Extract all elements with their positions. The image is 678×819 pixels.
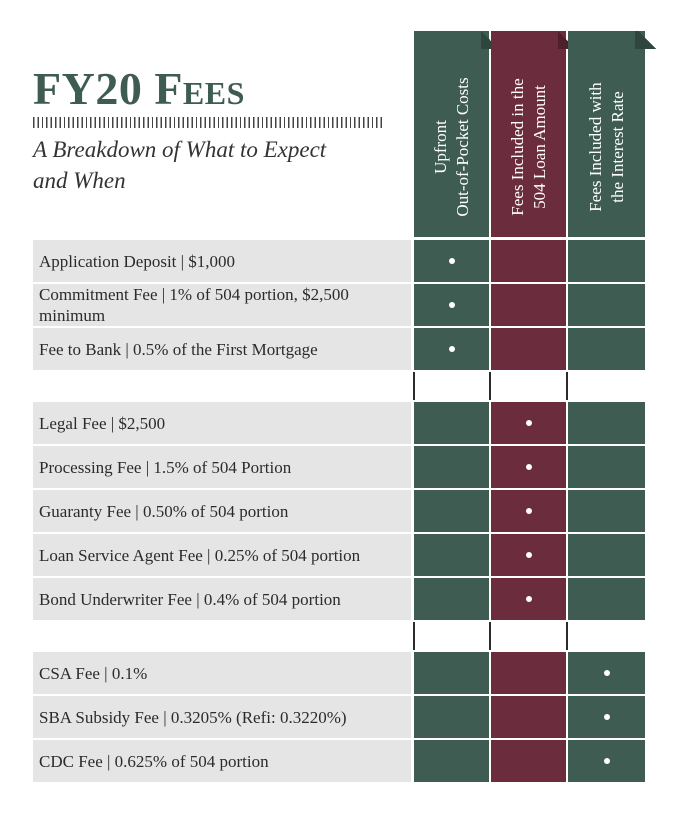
fee-cell [414,652,489,694]
column-header-upfront: Upfront Out-of-Pocket Costs [414,31,499,237]
column-divider [566,372,568,400]
fee-cell [568,490,645,532]
fee-cell [568,446,645,488]
fee-label: Guaranty Fee | 0.50% of 504 portion [33,490,411,532]
fee-label: Fee to Bank | 0.5% of the First Mortgage [33,328,411,370]
fee-row: Guaranty Fee | 0.50% of 504 portion [33,490,645,532]
bullet-marker [603,670,610,676]
fee-cell [568,652,645,694]
bullet-marker [525,596,532,602]
fee-cell [568,402,645,444]
fee-cell [491,696,566,738]
fee-cell [491,652,566,694]
group-separator [33,622,645,650]
fee-cell [414,696,489,738]
fee-label: Loan Service Agent Fee | 0.25% of 504 po… [33,534,411,576]
bullet-marker [525,508,532,514]
fee-cell [414,578,489,620]
fee-label: CSA Fee | 0.1% [33,652,411,694]
fee-cell [491,328,566,370]
fee-cell [414,240,489,282]
column-divider [566,622,568,650]
column-header-loan-amount: Fees Included in the 504 Loan Amount [491,31,576,237]
bullet-marker [603,758,610,764]
bullet-marker [603,714,610,720]
bullet-marker [448,346,455,352]
page-title: FY20 Fees [33,63,245,114]
fee-row: Legal Fee | $2,500 [33,402,645,444]
bullet-marker [448,302,455,308]
fee-cell [491,446,566,488]
fee-row: Loan Service Agent Fee | 0.25% of 504 po… [33,534,645,576]
fee-cell [491,534,566,576]
fee-cell [414,284,489,326]
column-divider [413,372,415,400]
fee-row: CSA Fee | 0.1% [33,652,645,694]
fee-label: Legal Fee | $2,500 [33,402,411,444]
group-separator [33,372,645,400]
fee-cell [414,446,489,488]
page-subtitle: A Breakdown of What to Expect and When [33,137,327,193]
fee-label: CDC Fee | 0.625% of 504 portion [33,740,411,782]
fee-cell [491,402,566,444]
fee-cell [414,534,489,576]
fee-label: Processing Fee | 1.5% of 504 Portion [33,446,411,488]
fee-row: SBA Subsidy Fee | 0.3205% (Refi: 0.3220%… [33,696,645,738]
fee-cell [414,740,489,782]
header-fold-decoration [635,31,659,49]
fee-cell [414,328,489,370]
bullet-marker [525,552,532,558]
column-header-label: Fees Included with the Interest Rate [585,82,627,212]
fee-row: Bond Underwriter Fee | 0.4% of 504 porti… [33,578,645,620]
fee-cell [568,284,645,326]
fee-label: SBA Subsidy Fee | 0.3205% (Refi: 0.3220%… [33,696,411,738]
fee-cell [568,578,645,620]
fee-row: CDC Fee | 0.625% of 504 portion [33,740,645,782]
fee-row: Processing Fee | 1.5% of 504 Portion [33,446,645,488]
fee-cell [491,490,566,532]
fee-cell [491,740,566,782]
decorative-rule [33,117,385,128]
column-header-interest-rate: Fees Included with the Interest Rate [568,31,659,237]
fee-cell [491,284,566,326]
column-divider [413,622,415,650]
column-divider [489,372,491,400]
fee-cell [568,696,645,738]
column-header-label: Upfront Out-of-Pocket Costs [430,77,472,217]
fee-cell [491,240,566,282]
fee-row: Application Deposit | $1,000 [33,240,645,282]
fee-label: Bond Underwriter Fee | 0.4% of 504 porti… [33,578,411,620]
fee-label: Commitment Fee | 1% of 504 portion, $2,5… [33,284,411,326]
fee-cell [568,240,645,282]
bullet-marker [525,464,532,470]
fee-cell [491,578,566,620]
fee-label: Application Deposit | $1,000 [33,240,411,282]
fee-cell [568,740,645,782]
bullet-marker [525,420,532,426]
column-divider [489,622,491,650]
fee-row: Commitment Fee | 1% of 504 portion, $2,5… [33,284,645,326]
fee-row: Fee to Bank | 0.5% of the First Mortgage [33,328,645,370]
fee-cell [414,402,489,444]
fee-cell [568,328,645,370]
column-header-label: Fees Included in the 504 Loan Amount [507,78,549,216]
bullet-marker [448,258,455,264]
fee-cell [568,534,645,576]
fee-cell [414,490,489,532]
